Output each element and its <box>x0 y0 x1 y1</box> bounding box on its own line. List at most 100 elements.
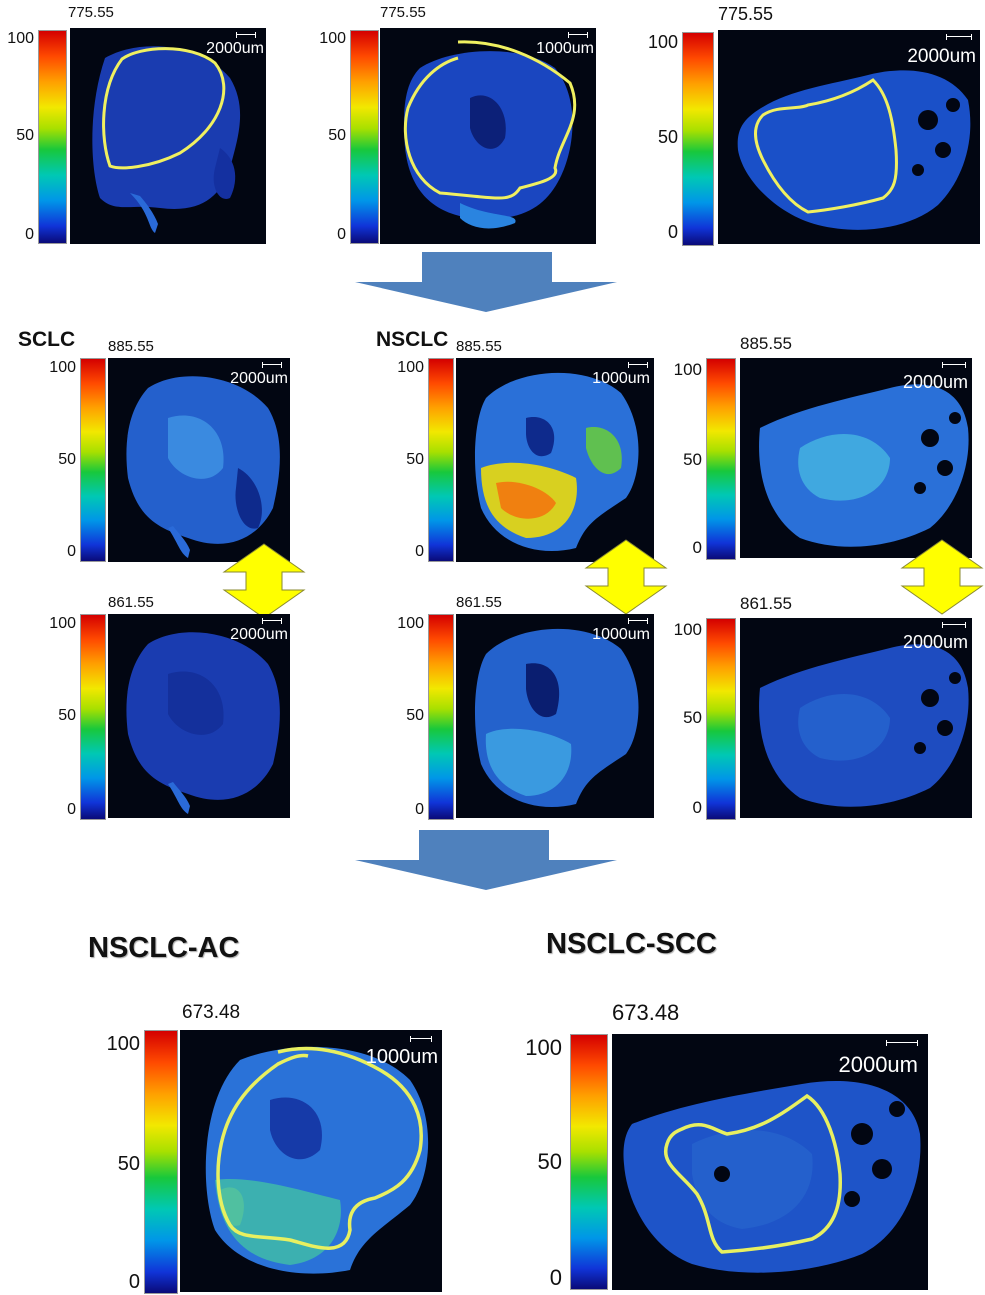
roi-outline <box>102 47 226 170</box>
ms-image: 2000um <box>70 28 266 244</box>
scale-label: 1000um <box>536 40 594 57</box>
colorbar <box>706 358 736 560</box>
colorbar-min: 0 <box>67 801 76 818</box>
ms-image: 1000um <box>380 28 596 244</box>
colorbar-mid: 50 <box>117 1153 140 1175</box>
colorbar-max: 100 <box>397 615 424 632</box>
scale-bar <box>568 32 588 38</box>
ms-image: 1000um <box>456 614 654 818</box>
mz-label: 885.55 <box>108 338 154 355</box>
double-arrow-icon <box>584 539 668 615</box>
mz-label: 861.55 <box>456 594 502 611</box>
down-arrow-icon <box>355 830 617 890</box>
mz-label: 861.55 <box>108 594 154 611</box>
mz-label: 775.55 <box>380 4 426 21</box>
scale-bar <box>942 362 966 368</box>
scale-bar <box>410 1036 432 1042</box>
subtype-label-scc: NSCLC-SCC <box>546 928 717 960</box>
ms-image: 2000um <box>612 1034 928 1290</box>
ms-image: 2000um <box>108 358 290 562</box>
scale-bar <box>628 618 648 624</box>
colorbar-min: 0 <box>128 1271 140 1293</box>
colorbar <box>706 618 736 820</box>
colorbar-max: 100 <box>397 359 424 376</box>
colorbar-max: 100 <box>648 32 679 52</box>
double-arrow-icon <box>900 539 984 615</box>
colorbar <box>428 358 454 562</box>
scale-bar <box>886 1040 918 1046</box>
colorbar-max: 100 <box>106 1033 140 1055</box>
subtype-label-ac: NSCLC-AC <box>88 932 240 964</box>
group-label-nsclc: NSCLC <box>376 328 449 351</box>
scale-label: 2000um <box>838 1052 918 1077</box>
colorbar <box>350 30 379 244</box>
colorbar-min: 0 <box>67 543 76 560</box>
colorbar-max: 100 <box>7 30 34 47</box>
colorbar-mid: 50 <box>58 451 76 468</box>
scale-label: 2000um <box>902 632 968 652</box>
ms-image: 1000um <box>180 1030 442 1292</box>
mz-label: 673.48 <box>612 1000 680 1025</box>
scale-bar <box>942 622 966 628</box>
colorbar-min: 0 <box>692 538 702 557</box>
roi-outline <box>663 1093 842 1254</box>
ms-image: 2000um <box>718 30 980 244</box>
scale-bar <box>262 362 282 368</box>
ms-image: 1000um <box>456 358 654 562</box>
colorbar-max: 100 <box>49 359 76 376</box>
colorbar-mid: 50 <box>406 451 424 468</box>
colorbar <box>80 614 106 820</box>
ms-image: 2000um <box>740 358 972 558</box>
colorbar-max: 100 <box>673 360 702 379</box>
group-label-sclc: SCLC <box>18 328 76 351</box>
roi-outline <box>216 1046 423 1250</box>
scale-label: 1000um <box>365 1046 438 1068</box>
colorbar-mid: 50 <box>406 707 424 724</box>
colorbar-mid: 50 <box>657 127 678 147</box>
colorbar-min: 0 <box>337 226 346 243</box>
scale-bar <box>946 34 972 40</box>
mz-label: 775.55 <box>68 4 114 21</box>
colorbar-mid: 50 <box>537 1149 562 1174</box>
scale-bar <box>236 32 256 38</box>
colorbar-min: 0 <box>549 1265 562 1290</box>
colorbar-mid: 50 <box>683 450 702 469</box>
ms-image: 2000um <box>108 614 290 818</box>
colorbar <box>682 32 714 246</box>
colorbar-min: 0 <box>415 543 424 560</box>
colorbar <box>144 1030 178 1294</box>
colorbar <box>428 614 454 820</box>
colorbar-max: 100 <box>319 30 346 47</box>
colorbar <box>570 1034 608 1290</box>
colorbar-min: 0 <box>667 222 678 242</box>
scale-label: 1000um <box>592 626 650 643</box>
scale-label: 2000um <box>230 370 288 387</box>
scale-bar <box>628 362 648 368</box>
colorbar-max: 100 <box>673 620 702 639</box>
scale-label: 2000um <box>902 372 968 392</box>
mz-label: 775.55 <box>718 4 774 24</box>
colorbar <box>38 30 67 244</box>
mz-label: 885.55 <box>456 338 502 355</box>
colorbar-max: 100 <box>49 615 76 632</box>
scale-label: 2000um <box>907 46 976 67</box>
scale-label: 2000um <box>206 40 264 57</box>
down-arrow-icon <box>355 252 617 312</box>
colorbar-min: 0 <box>692 798 702 817</box>
ms-image: 2000um <box>740 618 972 818</box>
colorbar-min: 0 <box>415 801 424 818</box>
colorbar-max: 100 <box>525 1035 562 1060</box>
colorbar-mid: 50 <box>16 127 34 144</box>
colorbar <box>80 358 106 562</box>
colorbar-mid: 50 <box>58 707 76 724</box>
scale-bar <box>262 618 282 624</box>
colorbar-mid: 50 <box>683 708 702 727</box>
mz-label: 673.48 <box>182 1002 241 1023</box>
roi-outline <box>403 40 577 200</box>
mz-label: 861.55 <box>740 594 792 613</box>
roi-outline <box>754 78 898 214</box>
colorbar-min: 0 <box>25 226 34 243</box>
colorbar-mid: 50 <box>328 127 346 144</box>
mz-label: 885.55 <box>740 334 792 353</box>
scale-label: 1000um <box>592 370 650 387</box>
